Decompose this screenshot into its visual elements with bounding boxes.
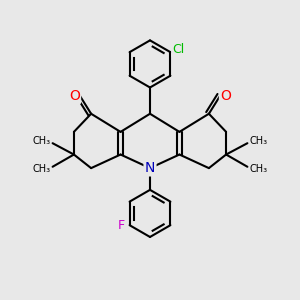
Text: Cl: Cl — [172, 44, 185, 56]
Text: CH₃: CH₃ — [250, 164, 268, 174]
Text: CH₃: CH₃ — [32, 164, 50, 174]
Text: O: O — [69, 88, 80, 103]
Text: N: N — [145, 161, 155, 175]
Text: F: F — [118, 219, 125, 232]
Text: CH₃: CH₃ — [32, 136, 50, 146]
Text: O: O — [220, 88, 231, 103]
Text: CH₃: CH₃ — [250, 136, 268, 146]
